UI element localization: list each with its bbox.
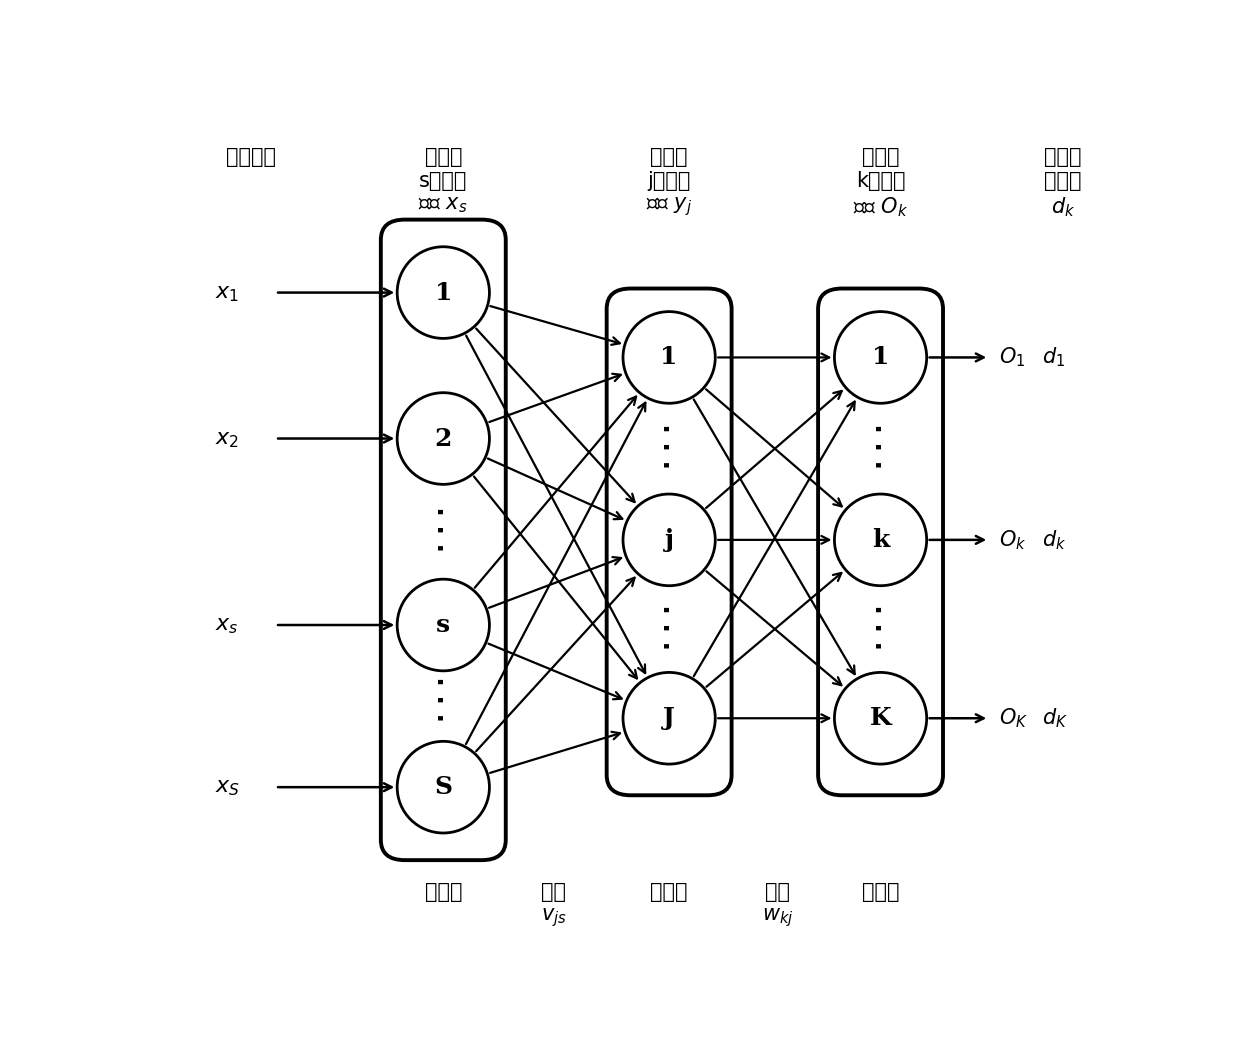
Text: k神经元: k神经元 (856, 171, 905, 191)
Text: 1: 1 (872, 345, 889, 370)
Text: s神经元: s神经元 (419, 171, 467, 191)
FancyBboxPatch shape (381, 220, 506, 860)
Text: $d_K$: $d_K$ (1042, 707, 1068, 730)
Text: s: s (436, 613, 450, 637)
Text: 输入层: 输入层 (424, 882, 463, 902)
Text: 中间层: 中间层 (651, 882, 688, 902)
Text: · · ·: · · · (432, 677, 455, 722)
Text: $x_s$: $x_s$ (216, 614, 239, 636)
Ellipse shape (397, 579, 490, 671)
Text: K: K (869, 707, 892, 730)
Text: 1: 1 (661, 345, 678, 370)
Ellipse shape (397, 393, 490, 484)
Text: · · ·: · · · (657, 423, 681, 470)
Text: $x_S$: $x_S$ (215, 776, 239, 798)
Text: · · ·: · · · (432, 506, 455, 552)
Ellipse shape (622, 673, 715, 764)
Text: $v_{js}$: $v_{js}$ (541, 907, 567, 929)
Text: · · ·: · · · (868, 423, 893, 470)
Text: S: S (434, 775, 453, 799)
Text: 输出 $y_j$: 输出 $y_j$ (646, 195, 692, 218)
Text: 输出层: 输出层 (862, 146, 899, 166)
Text: $x_2$: $x_2$ (215, 428, 239, 450)
Text: 输出层: 输出层 (862, 882, 899, 902)
Text: 中间层: 中间层 (651, 146, 688, 166)
Text: $d_k$: $d_k$ (1042, 528, 1066, 552)
Text: 2: 2 (434, 426, 453, 451)
Ellipse shape (835, 673, 926, 764)
Text: · · ·: · · · (868, 604, 893, 651)
Ellipse shape (835, 312, 926, 403)
Text: · · ·: · · · (657, 604, 681, 651)
Text: $w_{kj}$: $w_{kj}$ (761, 907, 794, 929)
FancyBboxPatch shape (606, 289, 732, 795)
Text: $d_k$: $d_k$ (1052, 195, 1075, 219)
Text: 权值: 权值 (542, 882, 567, 902)
Text: $O_k$: $O_k$ (998, 528, 1027, 552)
Text: $O_1$: $O_1$ (998, 345, 1025, 370)
FancyBboxPatch shape (818, 289, 942, 795)
Text: 阈值: 阈值 (765, 882, 790, 902)
Text: 理想输: 理想输 (1044, 146, 1081, 166)
Text: j神经元: j神经元 (647, 171, 691, 191)
Text: 输入层: 输入层 (424, 146, 463, 166)
Text: k: k (872, 528, 889, 552)
Text: 输入信号: 输入信号 (226, 146, 277, 166)
Text: J: J (663, 707, 675, 730)
Text: j: j (665, 528, 673, 552)
Text: $x_1$: $x_1$ (215, 281, 239, 303)
Ellipse shape (622, 494, 715, 585)
Text: 输出 $O_k$: 输出 $O_k$ (853, 195, 908, 219)
Text: 输出 $x_s$: 输出 $x_s$ (418, 195, 469, 215)
Text: 1: 1 (434, 280, 453, 304)
Ellipse shape (835, 494, 926, 585)
Text: $O_K$: $O_K$ (998, 707, 1028, 730)
Text: $d_1$: $d_1$ (1042, 345, 1065, 370)
Ellipse shape (397, 246, 490, 338)
Ellipse shape (622, 312, 715, 403)
Ellipse shape (397, 741, 490, 833)
Text: 出信号: 出信号 (1044, 171, 1081, 191)
